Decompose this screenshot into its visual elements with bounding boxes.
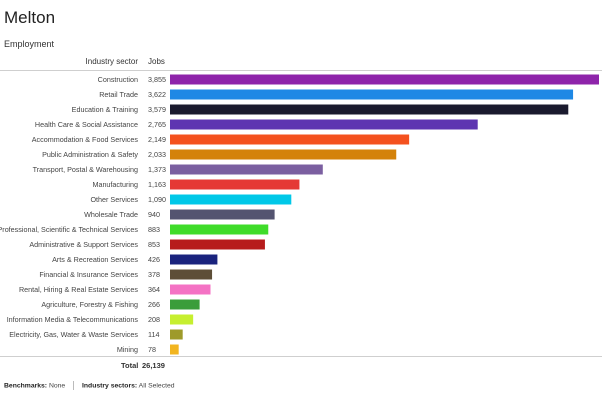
- category-label: Information Media & Telecommunications: [6, 314, 138, 324]
- column-header-sector: Industry sector: [85, 57, 138, 66]
- benchmarks-label: Benchmarks:: [4, 382, 48, 390]
- bar[interactable]: [170, 329, 183, 340]
- category-label: Financial & Insurance Services: [39, 269, 138, 279]
- bar[interactable]: [170, 74, 599, 85]
- category-label: Manufacturing: [92, 179, 138, 189]
- value-label: 378: [148, 269, 160, 279]
- bar[interactable]: [170, 314, 194, 325]
- value-label: 940: [148, 209, 160, 219]
- value-label: 853: [148, 239, 160, 249]
- chart-subtitle: Employment: [4, 39, 55, 49]
- industry-sectors-label: Industry sectors:: [82, 382, 138, 390]
- bar[interactable]: [170, 299, 200, 310]
- value-label: 114: [148, 329, 160, 339]
- bar[interactable]: [170, 194, 292, 205]
- bar[interactable]: [170, 254, 218, 265]
- value-label: 208: [148, 314, 160, 324]
- bar[interactable]: [170, 344, 179, 355]
- category-label: Wholesale Trade: [84, 209, 138, 219]
- category-label: Health Care & Social Assistance: [34, 119, 138, 129]
- category-label: Mining: [116, 344, 138, 354]
- header-divider: [0, 70, 602, 71]
- bar[interactable]: [170, 164, 323, 175]
- total-divider: [0, 356, 602, 357]
- category-label: Professional, Scientific & Technical Ser…: [0, 224, 138, 234]
- total-label: Total: [121, 361, 139, 370]
- total-value: 26,139: [142, 361, 165, 370]
- value-label: 1,163: [148, 179, 166, 189]
- value-label: 2,149: [148, 134, 166, 144]
- bar[interactable]: [170, 224, 269, 235]
- category-label: Agriculture, Forestry & Fishing: [41, 299, 138, 309]
- bar[interactable]: [170, 179, 300, 190]
- category-label: Administrative & Support Services: [29, 239, 138, 249]
- category-label: Arts & Recreation Services: [52, 254, 138, 264]
- value-label: 266: [148, 299, 160, 309]
- bar[interactable]: [170, 134, 410, 145]
- bar[interactable]: [170, 284, 211, 295]
- industry-sectors-value[interactable]: All Selected: [138, 382, 175, 390]
- category-label: Education & Training: [71, 104, 138, 114]
- value-label: 78: [148, 344, 156, 354]
- bar[interactable]: [170, 89, 574, 100]
- category-label: Other Services: [90, 194, 138, 204]
- bar[interactable]: [170, 269, 213, 280]
- category-label: Public Administration & Safety: [42, 149, 138, 159]
- value-label: 364: [148, 284, 160, 294]
- category-label: Electricity, Gas, Water & Waste Services: [9, 329, 138, 339]
- value-label: 883: [148, 224, 160, 234]
- bar[interactable]: [170, 209, 275, 220]
- footer-filters: Benchmarks: None Industry sectors: All S…: [4, 381, 175, 390]
- bar[interactable]: [170, 119, 478, 130]
- value-label: 3,622: [148, 89, 166, 99]
- value-label: 3,579: [148, 104, 166, 114]
- benchmarks-value[interactable]: None: [48, 382, 66, 390]
- value-label: 3,855: [148, 74, 166, 84]
- category-label: Transport, Postal & Warehousing: [32, 164, 138, 174]
- value-label: 426: [148, 254, 160, 264]
- column-header-jobs: Jobs: [148, 57, 165, 66]
- value-label: 1,090: [148, 194, 166, 204]
- footer-separator: [73, 381, 75, 390]
- category-label: Accommodation & Food Services: [31, 134, 138, 144]
- page-title: Melton: [4, 8, 56, 27]
- bar[interactable]: [170, 239, 265, 250]
- category-label: Construction: [97, 74, 138, 84]
- value-label: 2,033: [148, 149, 166, 159]
- bar[interactable]: [170, 104, 569, 115]
- category-label: Retail Trade: [99, 89, 138, 99]
- bar[interactable]: [170, 149, 397, 160]
- value-label: 2,765: [148, 119, 166, 129]
- category-label: Rental, Hiring & Real Estate Services: [18, 284, 138, 294]
- value-label: 1,373: [148, 164, 166, 174]
